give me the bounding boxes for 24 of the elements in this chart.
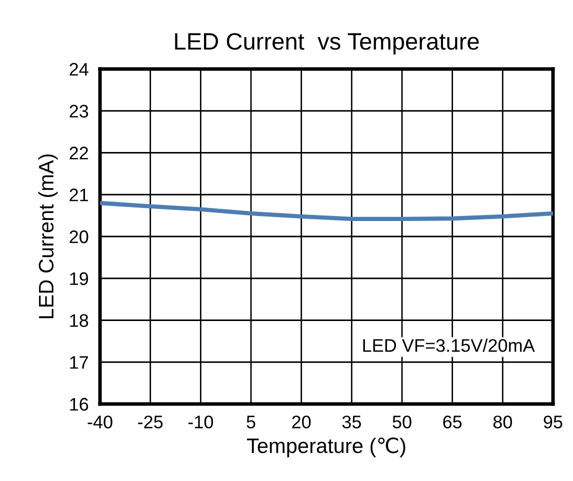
x-tick-label: -40 [88, 416, 112, 428]
x-tick-label: 95 [544, 416, 562, 428]
y-tick-label: 16 [70, 398, 88, 411]
line-series [100, 200, 553, 221]
annotation: LED VF=3.15V/20mA [363, 338, 535, 352]
y-tick-label: 24 [70, 62, 88, 76]
y-tick-label: 23 [70, 104, 88, 118]
chart-title: LED Current vs Temperature [175, 33, 479, 54]
x-tick-label: 5 [246, 416, 256, 428]
y-axis-title: LED Current (mA) [38, 154, 58, 318]
x-tick-label: 20 [292, 416, 311, 428]
y-tick-label: 18 [70, 314, 88, 327]
y-tick-label: 17 [70, 356, 88, 369]
x-tick-label: -25 [138, 416, 163, 428]
y-tick-label: 20 [70, 230, 88, 244]
x-tick-label: 80 [493, 416, 512, 428]
y-tick-label: 22 [70, 146, 88, 160]
y-tick-label: 21 [70, 188, 88, 202]
x-axis-title: Temperature (℃) [246, 438, 406, 458]
y-tick-label: 19 [70, 272, 88, 286]
x-tick-label: 65 [443, 416, 462, 428]
x-tick-label: 50 [392, 416, 412, 428]
x-tick-label: 35 [342, 416, 361, 428]
x-tick-label: -10 [188, 416, 214, 428]
